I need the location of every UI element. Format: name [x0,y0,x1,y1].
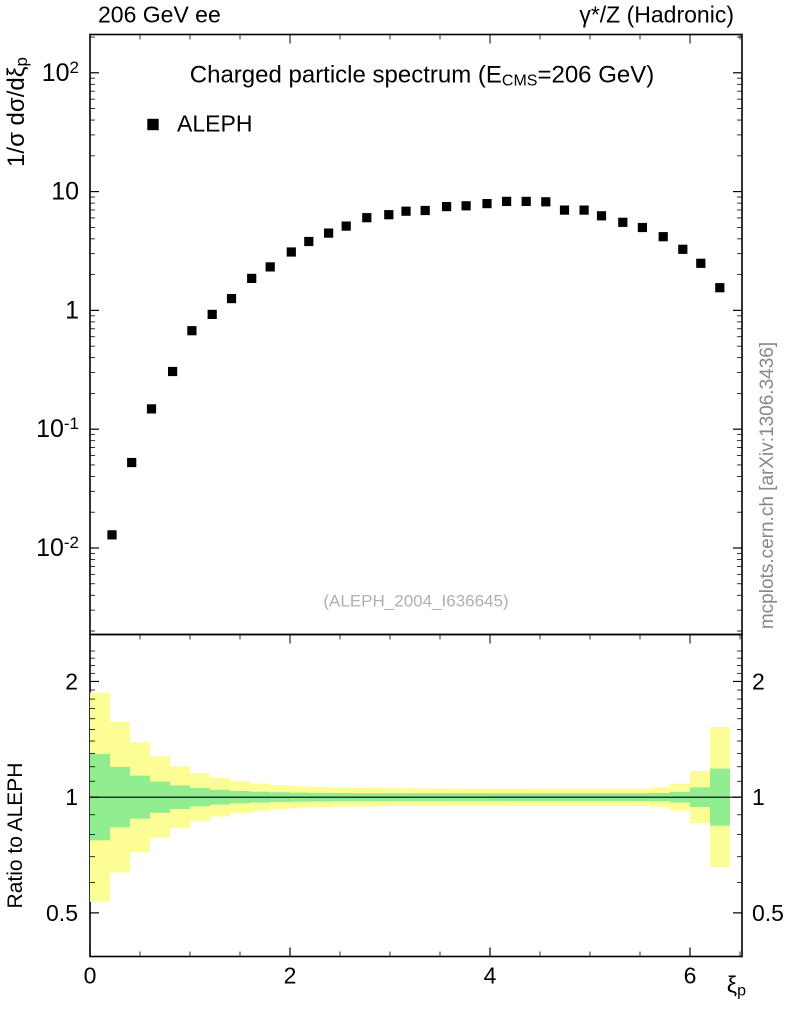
svg-text:2: 2 [284,963,297,989]
svg-text:ALEPH: ALEPH [177,111,252,137]
svg-text:10: 10 [51,178,79,206]
svg-text:4: 4 [484,963,497,989]
svg-text:0.5: 0.5 [46,900,78,926]
svg-text:6: 6 [684,963,697,989]
svg-text:γ*/Z (Hadronic): γ*/Z (Hadronic) [579,2,734,28]
svg-text:1: 1 [752,784,765,810]
svg-text:Charged particle spectrum (ECM: Charged particle spectrum (ECMS=206 GeV) [190,62,654,90]
svg-text:(ALEPH_2004_I636645): (ALEPH_2004_I636645) [323,592,508,611]
svg-text:1/σ dσ/dξp: 1/σ dσ/dξp [3,57,31,167]
svg-text:2: 2 [752,668,765,694]
svg-text:0.5: 0.5 [752,900,784,926]
svg-text:Ratio to ALEPH: Ratio to ALEPH [4,763,27,909]
svg-text:206 GeV ee: 206 GeV ee [98,2,221,28]
svg-text:1: 1 [65,784,78,810]
svg-text:1: 1 [65,296,79,324]
svg-text:0: 0 [84,963,97,989]
svg-text:mcplots.cern.ch [arXiv:1306.34: mcplots.cern.ch [arXiv:1306.3436] [757,342,778,629]
svg-text:2: 2 [65,668,78,694]
